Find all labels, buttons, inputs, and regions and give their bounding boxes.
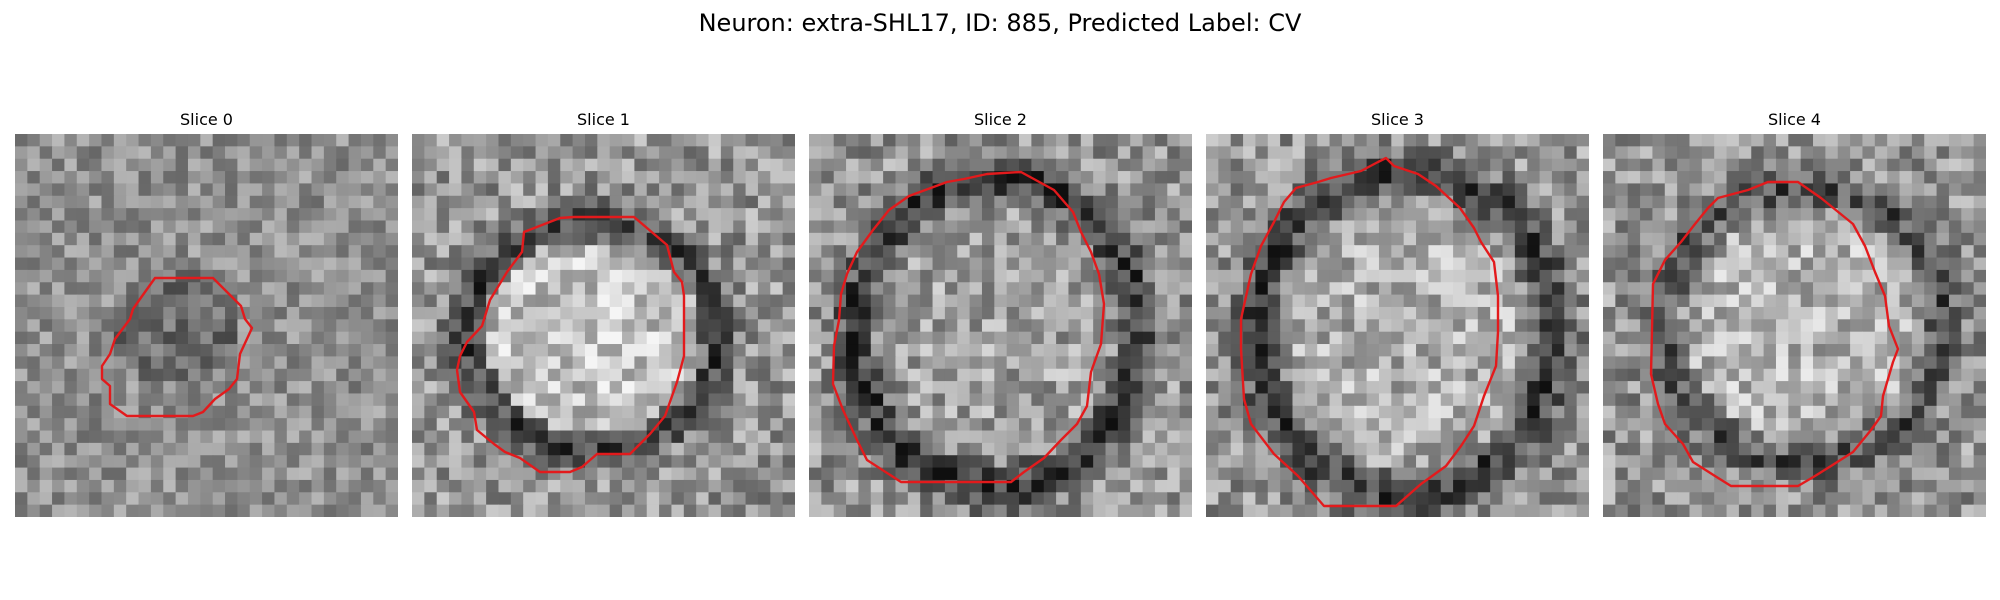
- slice-image: [15, 134, 398, 517]
- slice-image: [1206, 134, 1589, 517]
- figure-title: Neuron: extra-SHL17, ID: 885, Predicted …: [698, 9, 1302, 37]
- image-pixels: [809, 134, 1192, 517]
- contour-outline: [100, 276, 254, 418]
- slice-image: [1603, 134, 1986, 517]
- contour-outline: [1649, 180, 1900, 488]
- contour-outline: [455, 215, 686, 474]
- image-pixels: [1206, 134, 1589, 517]
- slice-title: Slice 1: [577, 110, 630, 129]
- image-pixels: [1603, 134, 1986, 517]
- slice-image: [412, 134, 795, 517]
- image-pixels: [15, 134, 398, 517]
- slice-title: Slice 3: [1371, 110, 1424, 129]
- slice-title: Slice 0: [180, 110, 233, 129]
- slice-image: [809, 134, 1192, 517]
- image-pixels: [412, 134, 795, 517]
- contour-outline: [831, 170, 1106, 484]
- contour-outline: [1239, 156, 1500, 508]
- slice-title: Slice 2: [974, 110, 1027, 129]
- slice-title: Slice 4: [1768, 110, 1821, 129]
